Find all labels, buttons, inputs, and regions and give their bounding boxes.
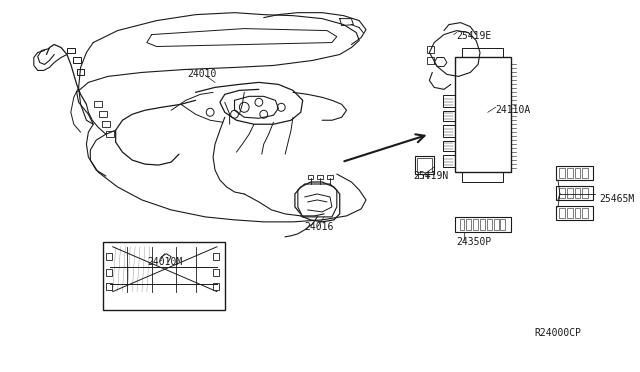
Bar [575,168,580,178]
Bar [77,70,84,76]
Bar [473,219,478,230]
Bar [443,111,454,121]
Bar [582,188,588,198]
Bar [575,208,580,218]
Bar [460,219,465,230]
Bar [559,188,564,198]
Text: 25419E: 25419E [456,31,492,41]
Bar [73,58,81,64]
Bar [463,172,504,182]
Bar [443,125,454,137]
Text: 24010M: 24010M [147,257,182,267]
Bar [317,175,323,179]
Bar [213,283,219,290]
Bar [500,219,506,230]
Bar [556,186,593,200]
Bar [454,58,511,172]
Bar [106,269,112,276]
Bar [487,219,492,230]
Bar [417,158,432,172]
Bar [567,208,573,218]
Text: 24016: 24016 [305,222,334,232]
Bar [327,175,333,179]
Bar [454,217,511,232]
Bar [493,219,499,230]
Bar [428,58,434,64]
Text: 24010: 24010 [188,70,217,79]
Bar [106,283,112,290]
Bar [567,168,573,178]
Bar [213,253,219,260]
Bar [415,156,434,174]
Bar [582,168,588,178]
Bar [567,188,573,198]
Bar [556,166,593,180]
Text: 24350P: 24350P [456,237,492,247]
Bar [582,208,588,218]
Bar [106,131,114,137]
Bar [308,175,314,179]
Text: 25465M: 25465M [599,194,634,204]
Text: 24110A: 24110A [495,105,531,115]
Bar [443,95,454,107]
Bar [213,269,219,276]
Bar [559,168,564,178]
Bar [443,155,454,167]
Bar [463,48,504,58]
Bar [467,219,471,230]
Text: 25419N: 25419N [414,171,449,181]
Bar [102,121,110,127]
Bar [443,141,454,151]
Bar [428,45,434,52]
Text: R24000CP: R24000CP [534,328,582,339]
Bar [480,219,485,230]
Bar [106,253,112,260]
Bar [99,111,107,117]
Bar [94,101,102,107]
Bar [559,208,564,218]
Bar [103,242,225,310]
Bar [575,188,580,198]
Bar [556,206,593,220]
Bar [67,48,75,54]
